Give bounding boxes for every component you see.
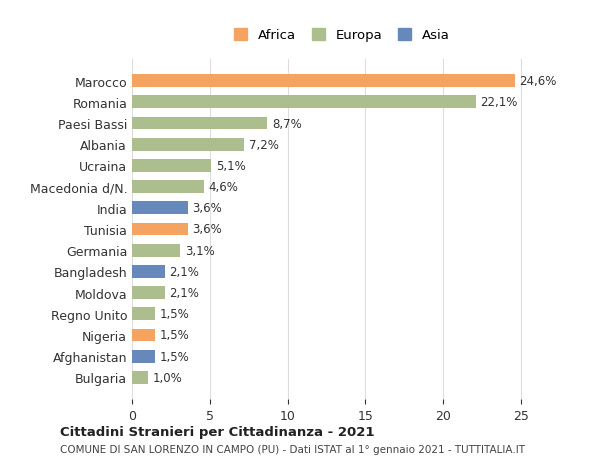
Bar [132, 181, 203, 194]
Bar [132, 202, 188, 215]
Text: COMUNE DI SAN LORENZO IN CAMPO (PU) - Dati ISTAT al 1° gennaio 2021 - TUTTITALIA: COMUNE DI SAN LORENZO IN CAMPO (PU) - Da… [60, 444, 525, 454]
Text: 4,6%: 4,6% [208, 181, 238, 194]
Text: 2,1%: 2,1% [169, 265, 199, 278]
Bar [132, 96, 476, 109]
Text: 7,2%: 7,2% [248, 139, 278, 151]
Bar [132, 371, 148, 384]
Text: 1,0%: 1,0% [152, 371, 182, 384]
Bar [132, 75, 515, 88]
Bar [132, 350, 155, 363]
Text: 3,6%: 3,6% [193, 223, 223, 236]
Legend: Africa, Europa, Asia: Africa, Europa, Asia [227, 22, 457, 49]
Text: 3,6%: 3,6% [193, 202, 223, 215]
Bar [132, 160, 211, 173]
Text: Cittadini Stranieri per Cittadinanza - 2021: Cittadini Stranieri per Cittadinanza - 2… [60, 425, 374, 438]
Bar [132, 139, 244, 151]
Bar [132, 308, 155, 320]
Text: 1,5%: 1,5% [160, 350, 190, 363]
Text: 1,5%: 1,5% [160, 329, 190, 342]
Text: 22,1%: 22,1% [481, 96, 518, 109]
Text: 2,1%: 2,1% [169, 286, 199, 299]
Text: 8,7%: 8,7% [272, 117, 302, 130]
Text: 5,1%: 5,1% [216, 160, 246, 173]
Bar [132, 329, 155, 341]
Bar [132, 244, 180, 257]
Bar [132, 286, 164, 299]
Bar [132, 223, 188, 236]
Text: 24,6%: 24,6% [520, 75, 557, 88]
Bar [132, 265, 164, 278]
Text: 1,5%: 1,5% [160, 308, 190, 320]
Bar [132, 118, 268, 130]
Text: 3,1%: 3,1% [185, 244, 215, 257]
